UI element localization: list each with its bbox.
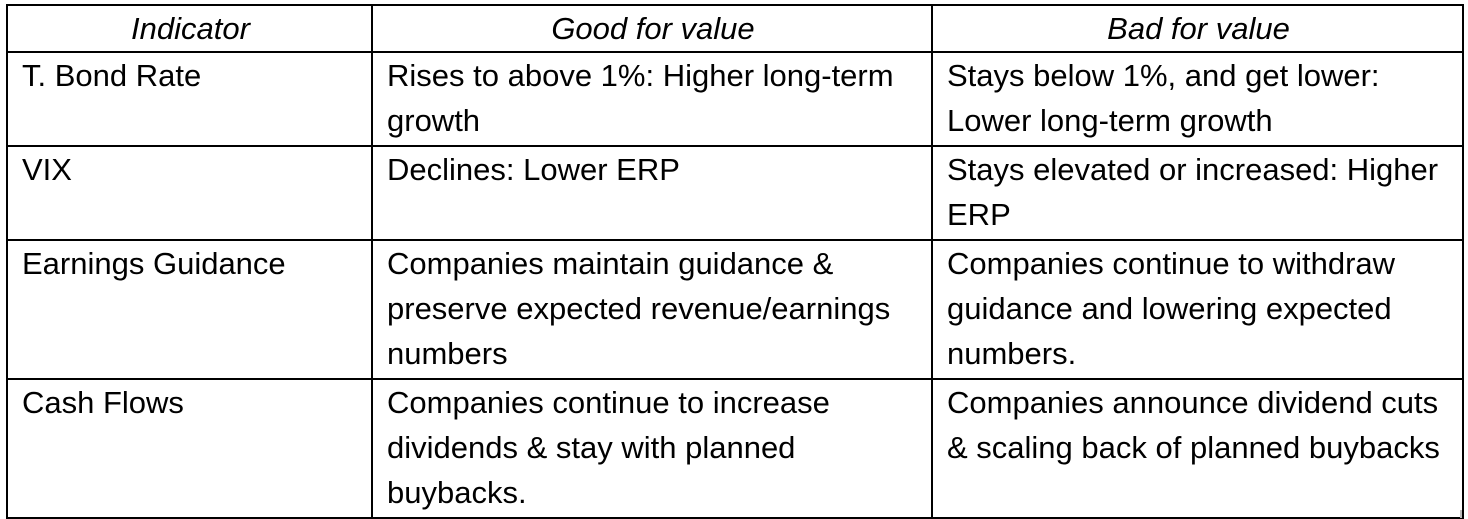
cell-good: Rises to above 1%: Higher long-term grow… — [371, 51, 933, 147]
page-edge-mark-left — [6, 510, 8, 518]
cell-indicator: T. Bond Rate — [6, 51, 373, 147]
header-indicator: Indicator — [6, 4, 373, 53]
cell-indicator: Cash Flows — [6, 378, 373, 519]
cell-indicator: VIX — [6, 145, 373, 241]
header-bad-for-value: Bad for value — [931, 4, 1464, 53]
cell-bad: Stays elevated or increased: Higher ERP — [931, 145, 1464, 241]
cell-good: Companies maintain guidance & preserve e… — [371, 239, 933, 380]
cell-bad: Companies continue to withdraw guidance … — [931, 239, 1464, 380]
cell-bad: Companies announce dividend cuts & scali… — [931, 378, 1464, 519]
cell-good: Declines: Lower ERP — [371, 145, 933, 241]
table-row: T. Bond Rate Rises to above 1%: Higher l… — [6, 51, 1464, 147]
cell-good: Companies continue to increase dividends… — [371, 378, 933, 519]
cell-indicator: Earnings Guidance — [6, 239, 373, 380]
table-row: Earnings Guidance Companies maintain gui… — [6, 239, 1464, 380]
header-good-for-value: Good for value — [371, 4, 933, 53]
indicator-table-container: Indicator Good for value Bad for value T… — [6, 4, 1464, 519]
table-header-row: Indicator Good for value Bad for value — [6, 4, 1464, 53]
table-row: Cash Flows Companies continue to increas… — [6, 378, 1464, 519]
cell-bad: Stays below 1%, and get lower: Lower lon… — [931, 51, 1464, 147]
page-edge-mark-right — [1460, 510, 1462, 518]
indicator-table: Indicator Good for value Bad for value T… — [6, 4, 1464, 519]
table-row: VIX Declines: Lower ERP Stays elevated o… — [6, 145, 1464, 241]
